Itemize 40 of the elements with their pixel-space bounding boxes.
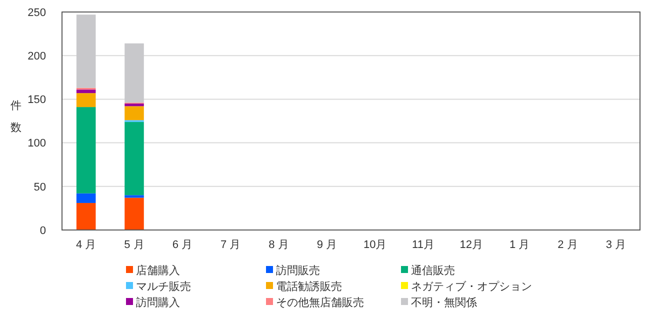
y-tick-label: 250 (28, 6, 46, 19)
bar (124, 122, 144, 196)
bar (124, 43, 144, 103)
x-tick-label: 4 月 (76, 239, 96, 251)
y-tick-label: 0 (40, 224, 46, 237)
y-tick-label: 100 (28, 138, 46, 150)
y-tick-label: 150 (28, 94, 46, 106)
legend-label: 店舗購入 (136, 264, 180, 277)
legend-label: 不明・無関係 (411, 296, 477, 309)
legend-label: 電話勧誘販売 (276, 280, 342, 293)
x-tick-label: 8 月 (268, 239, 289, 251)
x-tick-label: 11月 (412, 239, 434, 251)
bar (124, 104, 144, 106)
bar (124, 198, 144, 230)
legend-label: 訪問購入 (136, 296, 180, 309)
bar (124, 195, 144, 198)
x-tick-label: 1 月 (509, 239, 530, 251)
x-tick-label: 7 月 (220, 239, 241, 251)
x-tick-label: 5 月 (124, 239, 144, 251)
x-tick-label: 10月 (363, 239, 387, 251)
bar (76, 90, 96, 94)
x-tick-label: 2 月 (558, 239, 578, 251)
legend-label: 訪問販売 (276, 264, 320, 277)
y-tick-label: 50 (34, 181, 46, 194)
legend-label: マルチ販売 (136, 280, 191, 293)
bar (124, 106, 144, 120)
x-tick-label: 6 月 (172, 239, 193, 251)
y-tick-label: 200 (28, 50, 46, 62)
bar (76, 107, 96, 194)
y-axis-title: 件数 (10, 100, 22, 134)
legend-label: 通信販売 (411, 264, 455, 277)
legend-label: その他無店舗販売 (276, 296, 364, 309)
bar (76, 202, 96, 230)
x-tick-label: 12月 (460, 239, 484, 251)
bar (76, 14, 96, 88)
legend-label: ネガティブ・オプション (411, 280, 532, 293)
bar (76, 193, 96, 203)
bar (76, 93, 96, 108)
x-tick-label: 3 月 (606, 239, 626, 251)
x-tick-label: 9 月 (316, 239, 338, 251)
